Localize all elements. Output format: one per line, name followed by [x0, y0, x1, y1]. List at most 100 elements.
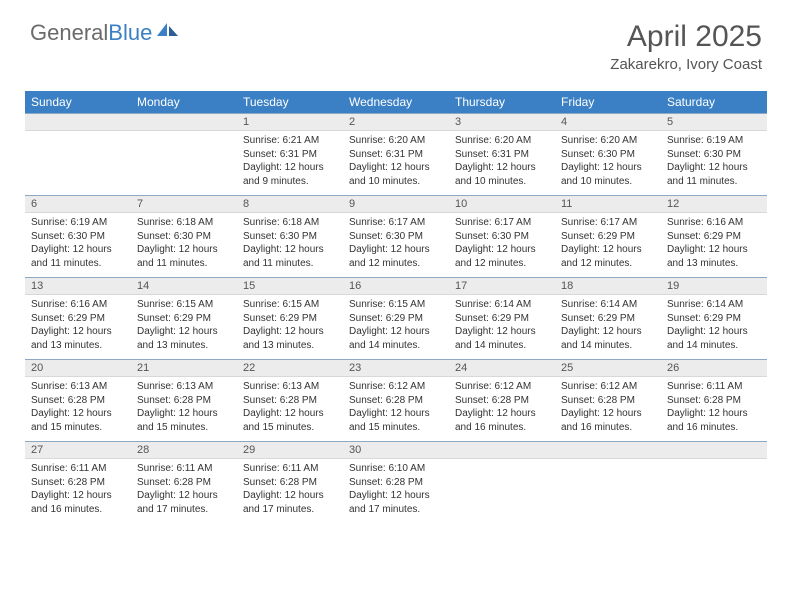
daylight-text: Daylight: 12 hours and 17 minutes.	[349, 489, 443, 516]
sunrise-text: Sunrise: 6:20 AM	[455, 134, 549, 148]
calendar-day-cell: 4Sunrise: 6:20 AMSunset: 6:30 PMDaylight…	[555, 113, 661, 195]
sunrise-text: Sunrise: 6:13 AM	[31, 380, 125, 394]
sunrise-text: Sunrise: 6:12 AM	[561, 380, 655, 394]
day-number: 3	[449, 114, 555, 130]
sunrise-text: Sunrise: 6:15 AM	[349, 298, 443, 312]
sunset-text: Sunset: 6:29 PM	[243, 312, 337, 326]
day-number: 23	[343, 360, 449, 376]
day-content: Sunrise: 6:20 AMSunset: 6:31 PMDaylight:…	[343, 131, 449, 192]
sunset-text: Sunset: 6:28 PM	[31, 394, 125, 408]
day-content: Sunrise: 6:11 AMSunset: 6:28 PMDaylight:…	[237, 459, 343, 520]
calendar-day-cell: 16Sunrise: 6:15 AMSunset: 6:29 PMDayligh…	[343, 277, 449, 359]
weekday-header: Sunday	[25, 91, 131, 113]
day-content: Sunrise: 6:20 AMSunset: 6:30 PMDaylight:…	[555, 131, 661, 192]
sunset-text: Sunset: 6:29 PM	[31, 312, 125, 326]
calendar-day-cell: .	[449, 441, 555, 523]
day-number: 22	[237, 360, 343, 376]
daylight-text: Daylight: 12 hours and 15 minutes.	[31, 407, 125, 434]
sunrise-text: Sunrise: 6:17 AM	[561, 216, 655, 230]
daylight-text: Daylight: 12 hours and 16 minutes.	[561, 407, 655, 434]
calendar-week-row: 20Sunrise: 6:13 AMSunset: 6:28 PMDayligh…	[25, 359, 767, 441]
calendar-week-row: 13Sunrise: 6:16 AMSunset: 6:29 PMDayligh…	[25, 277, 767, 359]
day-content: Sunrise: 6:11 AMSunset: 6:28 PMDaylight:…	[131, 459, 237, 520]
daylight-text: Daylight: 12 hours and 14 minutes.	[455, 325, 549, 352]
calendar-day-cell: 1Sunrise: 6:21 AMSunset: 6:31 PMDaylight…	[237, 113, 343, 195]
calendar-day-cell: 19Sunrise: 6:14 AMSunset: 6:29 PMDayligh…	[661, 277, 767, 359]
daylight-text: Daylight: 12 hours and 13 minutes.	[243, 325, 337, 352]
sunrise-text: Sunrise: 6:12 AM	[349, 380, 443, 394]
weekday-header: Thursday	[449, 91, 555, 113]
day-content: Sunrise: 6:18 AMSunset: 6:30 PMDaylight:…	[131, 213, 237, 274]
sunset-text: Sunset: 6:30 PM	[349, 230, 443, 244]
calendar-week-row: 6Sunrise: 6:19 AMSunset: 6:30 PMDaylight…	[25, 195, 767, 277]
day-number: 26	[661, 360, 767, 376]
day-content: Sunrise: 6:16 AMSunset: 6:29 PMDaylight:…	[25, 295, 131, 356]
day-content: Sunrise: 6:15 AMSunset: 6:29 PMDaylight:…	[237, 295, 343, 356]
sunrise-text: Sunrise: 6:11 AM	[667, 380, 761, 394]
day-number: 24	[449, 360, 555, 376]
sunset-text: Sunset: 6:28 PM	[243, 476, 337, 490]
day-content: Sunrise: 6:12 AMSunset: 6:28 PMDaylight:…	[343, 377, 449, 438]
calendar-day-cell: 18Sunrise: 6:14 AMSunset: 6:29 PMDayligh…	[555, 277, 661, 359]
day-content: Sunrise: 6:14 AMSunset: 6:29 PMDaylight:…	[661, 295, 767, 356]
weekday-header: Friday	[555, 91, 661, 113]
daylight-text: Daylight: 12 hours and 10 minutes.	[561, 161, 655, 188]
day-content: Sunrise: 6:18 AMSunset: 6:30 PMDaylight:…	[237, 213, 343, 274]
calendar-day-cell: 25Sunrise: 6:12 AMSunset: 6:28 PMDayligh…	[555, 359, 661, 441]
calendar-day-cell: 27Sunrise: 6:11 AMSunset: 6:28 PMDayligh…	[25, 441, 131, 523]
daylight-text: Daylight: 12 hours and 13 minutes.	[667, 243, 761, 270]
sunrise-text: Sunrise: 6:14 AM	[667, 298, 761, 312]
sunrise-text: Sunrise: 6:16 AM	[31, 298, 125, 312]
sunset-text: Sunset: 6:30 PM	[243, 230, 337, 244]
sunset-text: Sunset: 6:30 PM	[667, 148, 761, 162]
daylight-text: Daylight: 12 hours and 13 minutes.	[137, 325, 231, 352]
calendar-day-cell: 3Sunrise: 6:20 AMSunset: 6:31 PMDaylight…	[449, 113, 555, 195]
calendar-day-cell: 6Sunrise: 6:19 AMSunset: 6:30 PMDaylight…	[25, 195, 131, 277]
sunrise-text: Sunrise: 6:20 AM	[349, 134, 443, 148]
day-content: Sunrise: 6:11 AMSunset: 6:28 PMDaylight:…	[25, 459, 131, 520]
calendar-day-cell: 9Sunrise: 6:17 AMSunset: 6:30 PMDaylight…	[343, 195, 449, 277]
calendar-day-cell: 28Sunrise: 6:11 AMSunset: 6:28 PMDayligh…	[131, 441, 237, 523]
day-number: 21	[131, 360, 237, 376]
sunrise-text: Sunrise: 6:11 AM	[137, 462, 231, 476]
day-content: Sunrise: 6:17 AMSunset: 6:29 PMDaylight:…	[555, 213, 661, 274]
day-number: 4	[555, 114, 661, 130]
sunset-text: Sunset: 6:28 PM	[243, 394, 337, 408]
calendar-week-row: 27Sunrise: 6:11 AMSunset: 6:28 PMDayligh…	[25, 441, 767, 523]
day-content: Sunrise: 6:14 AMSunset: 6:29 PMDaylight:…	[555, 295, 661, 356]
sunrise-text: Sunrise: 6:19 AM	[667, 134, 761, 148]
sunset-text: Sunset: 6:28 PM	[137, 476, 231, 490]
daylight-text: Daylight: 12 hours and 16 minutes.	[667, 407, 761, 434]
day-content: Sunrise: 6:13 AMSunset: 6:28 PMDaylight:…	[25, 377, 131, 438]
sunset-text: Sunset: 6:28 PM	[349, 476, 443, 490]
day-number: 5	[661, 114, 767, 130]
day-number: 28	[131, 442, 237, 458]
day-number: 14	[131, 278, 237, 294]
day-content: Sunrise: 6:15 AMSunset: 6:29 PMDaylight:…	[343, 295, 449, 356]
day-content: Sunrise: 6:11 AMSunset: 6:28 PMDaylight:…	[661, 377, 767, 438]
sunset-text: Sunset: 6:29 PM	[455, 312, 549, 326]
title-block: April 2025 Zakarekro, Ivory Coast	[610, 20, 762, 73]
sunset-text: Sunset: 6:31 PM	[455, 148, 549, 162]
sunset-text: Sunset: 6:30 PM	[137, 230, 231, 244]
day-number: 8	[237, 196, 343, 212]
day-number: 25	[555, 360, 661, 376]
day-number: 11	[555, 196, 661, 212]
day-number: 20	[25, 360, 131, 376]
sunrise-text: Sunrise: 6:14 AM	[455, 298, 549, 312]
sunrise-text: Sunrise: 6:17 AM	[455, 216, 549, 230]
calendar-day-cell: 23Sunrise: 6:12 AMSunset: 6:28 PMDayligh…	[343, 359, 449, 441]
calendar-day-cell: 7Sunrise: 6:18 AMSunset: 6:30 PMDaylight…	[131, 195, 237, 277]
weekday-header: Wednesday	[343, 91, 449, 113]
sunset-text: Sunset: 6:29 PM	[349, 312, 443, 326]
weekday-header: Monday	[131, 91, 237, 113]
daylight-text: Daylight: 12 hours and 14 minutes.	[561, 325, 655, 352]
day-number: 17	[449, 278, 555, 294]
calendar-day-cell: 26Sunrise: 6:11 AMSunset: 6:28 PMDayligh…	[661, 359, 767, 441]
sunset-text: Sunset: 6:29 PM	[137, 312, 231, 326]
sunrise-text: Sunrise: 6:18 AM	[137, 216, 231, 230]
day-number: 15	[237, 278, 343, 294]
weekday-header: Saturday	[661, 91, 767, 113]
day-content: Sunrise: 6:19 AMSunset: 6:30 PMDaylight:…	[25, 213, 131, 274]
day-content: Sunrise: 6:17 AMSunset: 6:30 PMDaylight:…	[449, 213, 555, 274]
